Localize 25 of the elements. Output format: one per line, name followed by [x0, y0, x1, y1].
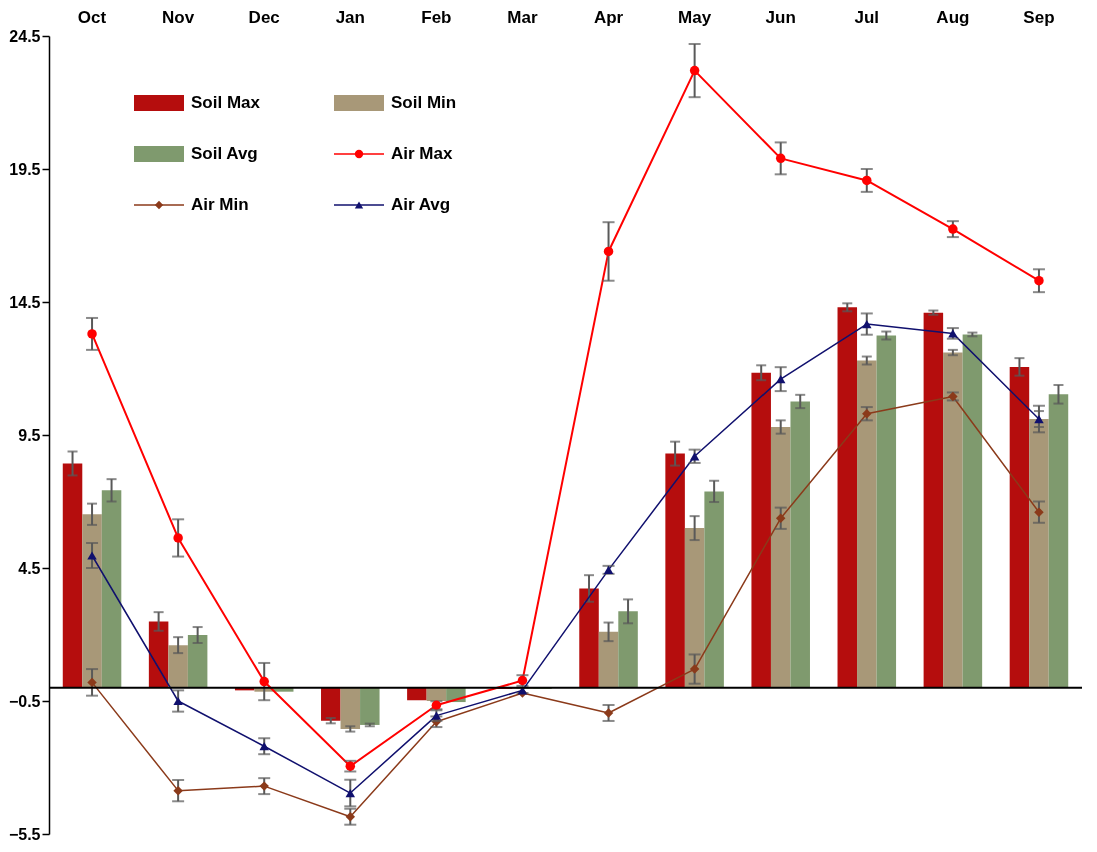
y-tick-label: 24.5	[9, 27, 41, 45]
x-tick-label: Nov	[162, 7, 195, 27]
x-tick-label: Jun	[765, 7, 796, 27]
x-tick-label: Dec	[248, 7, 280, 27]
y-tick-label: −0.5	[8, 692, 41, 710]
y-tick-label: 4.5	[18, 559, 41, 577]
x-tick-label: Oct	[77, 7, 107, 27]
legend-label: Soil Min	[391, 93, 457, 112]
legend-label: Soil Max	[191, 93, 261, 112]
x-tick-label: Aug	[936, 7, 970, 27]
x-tick-label: Jan	[335, 7, 365, 27]
x-tick-label: Jul	[854, 7, 880, 27]
x-tick-label: Sep	[1023, 7, 1055, 27]
legend-label: Air Min	[191, 195, 249, 214]
x-tick-label: May	[678, 7, 712, 27]
y-tick-label: 9.5	[18, 426, 41, 444]
y-tick-label: 14.5	[9, 293, 41, 311]
y-tick-label: −5.5	[8, 825, 41, 843]
legend-label: Air Avg	[391, 195, 451, 214]
y-tick-label: 19.5	[9, 160, 41, 178]
legend-label: Air Max	[391, 144, 453, 163]
x-tick-label: Mar	[507, 7, 538, 27]
legend-label: Soil Avg	[191, 144, 258, 163]
x-tick-label: Feb	[421, 7, 452, 27]
x-tick-label: Apr	[593, 7, 624, 27]
